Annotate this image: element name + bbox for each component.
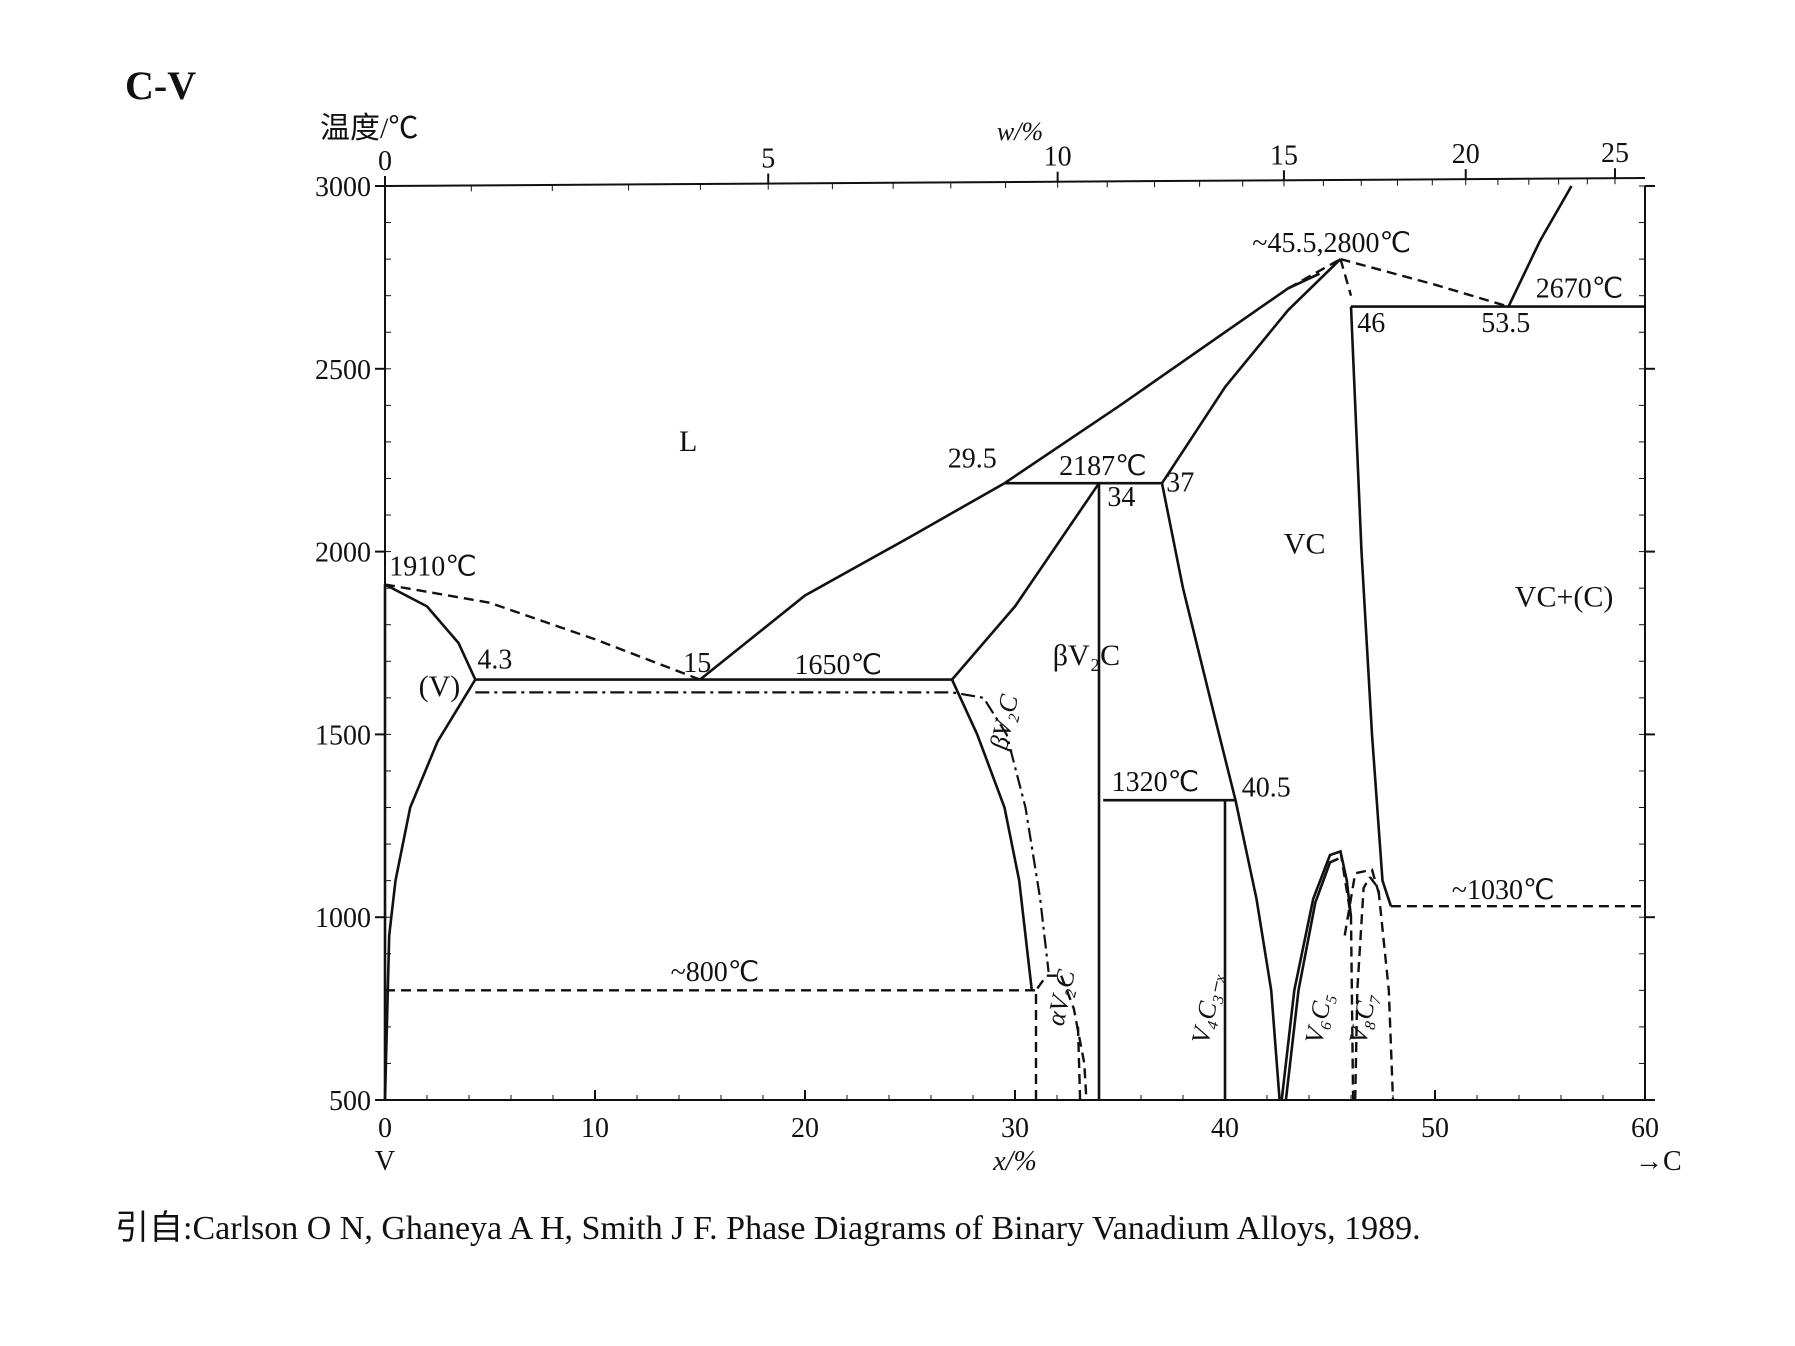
x-tick-label: 0: [378, 1113, 392, 1144]
y-tick-label: 500: [329, 1086, 371, 1117]
solid-line-v6c5-dome-inner: [1284, 857, 1339, 1101]
dashdot-line-betav2c-solvus: [475, 691, 1050, 973]
point-annotation: 34: [1107, 482, 1135, 513]
solid-line-vc-liquidus-right: [1160, 258, 1342, 484]
phase-label: VC: [1284, 527, 1326, 560]
point-annotation: 1910℃: [389, 551, 476, 582]
phase-label: L: [679, 425, 697, 458]
dashed-line-v6c5-dashed-right: [1339, 851, 1355, 1101]
diagram-title: C-V: [125, 63, 197, 108]
rotated-phase-label: V₄C₃₋ₓ: [1186, 970, 1229, 1047]
top-tick-label: 5: [761, 144, 775, 175]
y-tick-label: 2000: [315, 538, 371, 569]
phase-label: (V): [419, 670, 461, 703]
rotated-phase-label: V₈C₇: [1343, 990, 1382, 1046]
x-tick-label: 30: [1001, 1113, 1029, 1144]
point-annotation: 2670℃: [1536, 274, 1623, 305]
x-left-element-label: V: [375, 1146, 395, 1177]
source-caption: 引自:Carlson O N, Ghaneya A H, Smith J F. …: [115, 1210, 1421, 1247]
top-axis-label: w/%: [997, 117, 1043, 146]
point-annotation: 1650℃: [795, 650, 882, 681]
solid-line-solidus-v2c-top: [951, 482, 1101, 681]
solid-line-v6c5-dome-outer: [1280, 849, 1353, 1101]
top-tick-label: 15: [1270, 140, 1298, 171]
top-tick-label: 0: [378, 146, 392, 177]
solid-line-liquidus-left: [699, 482, 1006, 681]
top-tick-label: 25: [1601, 138, 1629, 169]
x-tick-label: 10: [581, 1113, 609, 1144]
solid-line-graphite-liquidus: [1507, 185, 1573, 308]
top-tick-label: 10: [1044, 142, 1072, 173]
point-annotation: ~45.5,2800℃: [1252, 228, 1411, 259]
point-annotation: 53.5: [1481, 308, 1530, 339]
solid-line-vc-right-boundary: [1349, 306, 1393, 907]
top-axis-line: [384, 177, 1646, 187]
phase-label: βV₂C: [1053, 639, 1120, 672]
dashed-line-av2c-left: [1034, 974, 1062, 1100]
point-annotation: 2187℃: [1059, 451, 1146, 482]
solid-line-v-solvus-lower: [383, 678, 477, 1101]
rotated-phase-label: βV₂C: [984, 691, 1024, 753]
x-axis-label: x/%: [992, 1146, 1037, 1177]
dashed-line-vc-max-right: [1340, 257, 1509, 308]
y-tick-label: 1500: [315, 720, 371, 751]
dashed-line-v8c7-dome-right: [1368, 876, 1395, 1101]
solid-line-liquidus-to-max: [1003, 272, 1321, 485]
x-tick-label: 40: [1211, 1113, 1239, 1144]
top-tick-label: 20: [1452, 139, 1480, 170]
dashed-line-vc-max-left: [1287, 258, 1342, 290]
x-tick-label: 50: [1421, 1113, 1449, 1144]
point-annotation: 46: [1357, 308, 1385, 339]
point-annotation: 40.5: [1242, 773, 1291, 804]
point-annotation: ~800℃: [671, 957, 760, 988]
solid-line-v2c-right-boundary: [950, 679, 1034, 991]
y-axis-label: 温度/℃: [320, 112, 418, 145]
point-annotation: 1320℃: [1112, 767, 1199, 798]
solid-line-v-solvus-upper: [384, 583, 477, 681]
dashed-line-av2c-right-inner: [1076, 1026, 1082, 1101]
phase-label: VC+(C): [1515, 580, 1614, 613]
dashed-line-av2c-right: [1060, 975, 1088, 1101]
dashed-line-vc-max-down: [1339, 258, 1353, 297]
x-tick-label: 60: [1631, 1113, 1659, 1144]
point-annotation: 15: [683, 648, 711, 679]
point-annotation: 29.5: [948, 444, 997, 475]
x-right-element-label: →C: [1635, 1146, 1682, 1177]
y-tick-label: 2500: [315, 355, 371, 386]
point-annotation: 37: [1166, 467, 1194, 498]
point-annotation: ~1030℃: [1452, 875, 1555, 906]
x-tick-label: 20: [791, 1113, 819, 1144]
dashed-line-v-liquidus-dashed: [384, 583, 701, 681]
y-tick-label: 1000: [315, 903, 371, 934]
rotated-phase-label: V₆C₅: [1299, 990, 1338, 1046]
point-annotation: 4.3: [477, 645, 512, 676]
dashed-line-v8c7-dome-2: [1343, 868, 1382, 936]
y-tick-label: 3000: [315, 172, 371, 203]
dashed-line-v8c7-dome-left: [1354, 876, 1371, 1101]
